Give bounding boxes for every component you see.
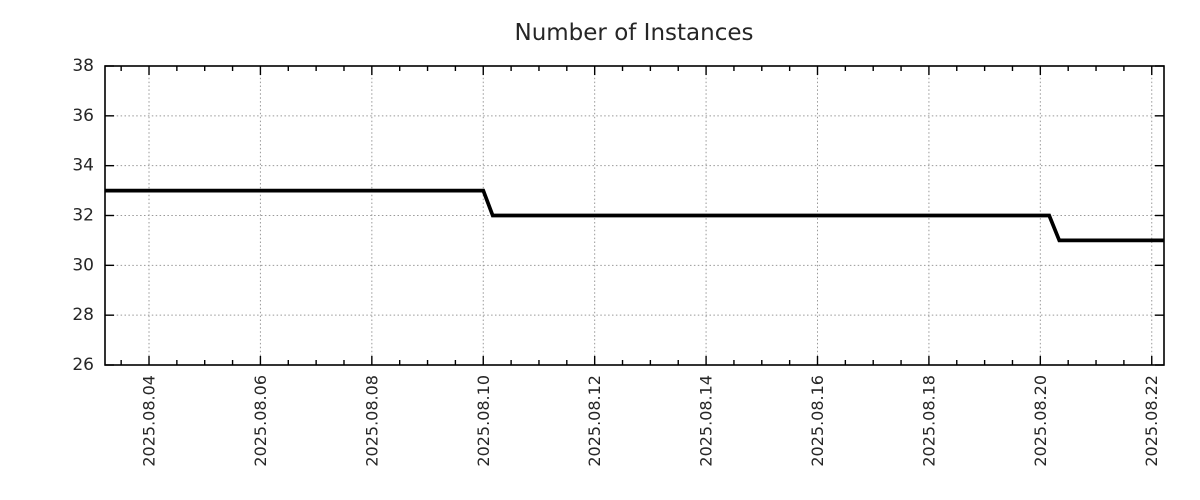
- x-tick-label: 2025.08.10: [474, 375, 493, 467]
- y-tick-label: 34: [72, 156, 94, 176]
- x-tick-label: 2025.08.12: [585, 375, 604, 467]
- chart-title: Number of Instances: [515, 20, 754, 46]
- y-tick-label: 30: [72, 255, 94, 275]
- x-tick-label: 2025.08.22: [1142, 375, 1161, 467]
- x-tick-label: 2025.08.04: [140, 375, 159, 467]
- y-tick-label: 38: [72, 56, 94, 76]
- y-tick-label: 36: [72, 106, 94, 126]
- x-tick-label: 2025.08.18: [919, 375, 938, 467]
- series-line-instances: [105, 188, 1164, 243]
- axis-ticks: [105, 65, 1164, 366]
- x-tick-label: 2025.08.16: [808, 375, 827, 467]
- y-tick-label: 26: [72, 355, 94, 375]
- x-tick-label: 2025.08.14: [697, 375, 716, 467]
- x-tick-label: 2025.08.08: [362, 375, 381, 467]
- x-tick-label: 2025.08.20: [1031, 375, 1050, 467]
- series-lines: [105, 188, 1164, 243]
- y-tick-label: 32: [72, 206, 94, 226]
- y-tick-label: 28: [72, 305, 94, 325]
- y-axis-labels: 26 28 30 32 34 36 38: [72, 56, 94, 375]
- x-axis-labels: 2025.08.04 2025.08.06 2025.08.08 2025.08.10…: [140, 375, 1162, 467]
- x-tick-label: 2025.08.06: [251, 375, 270, 467]
